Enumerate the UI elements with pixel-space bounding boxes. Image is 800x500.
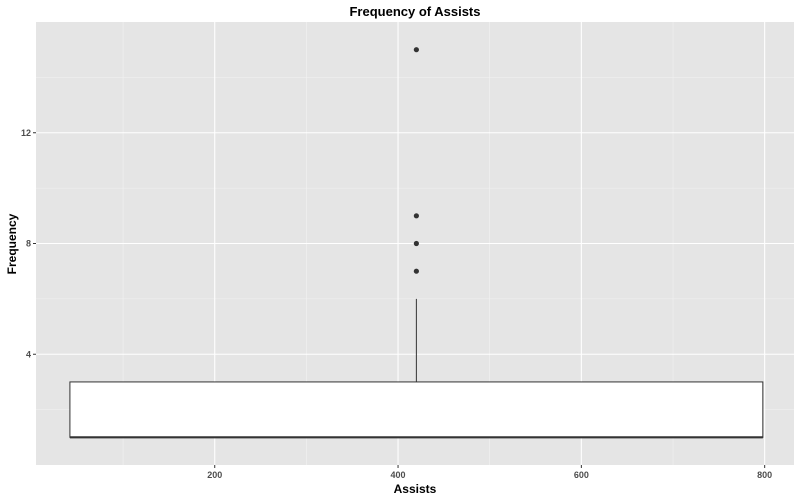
chart-title: Frequency of Assists [349,4,480,19]
x-tick-label: 800 [757,470,772,480]
x-axis-title: Assists [394,482,437,496]
outlier-point [413,213,419,219]
axis-ticks: 200 400 600 800 4 8 12 [21,128,772,480]
y-tick-label: 4 [26,349,31,359]
box-layer [69,47,764,439]
y-axis-title: Frequency [5,213,19,274]
iqr-box [69,381,764,438]
outlier-point [413,47,419,53]
outlier-point [413,268,419,274]
y-tick-label: 12 [21,128,31,138]
y-tick-label: 8 [26,239,31,249]
outlier-point [413,240,419,247]
x-tick-label: 600 [574,470,589,480]
x-tick-label: 200 [207,470,222,480]
x-tick-label: 400 [391,470,406,480]
